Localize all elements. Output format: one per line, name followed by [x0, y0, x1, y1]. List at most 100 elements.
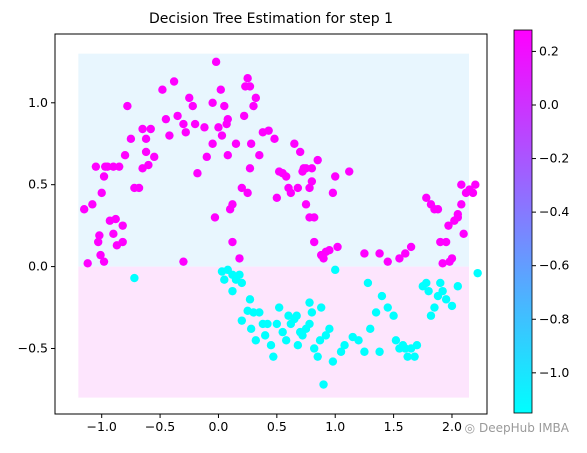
- scatter-point-series-2: [401, 344, 410, 353]
- data-points: [79, 57, 482, 389]
- scatter-point-series-1: [272, 193, 282, 202]
- scatter-point-series-1: [134, 183, 144, 193]
- scatter-point-series-1: [255, 151, 264, 160]
- scatter-point-series-1: [161, 114, 171, 124]
- scatter-point-series-2: [235, 270, 244, 279]
- scatter-point-series-1: [179, 257, 188, 266]
- scatter-point-series-2: [410, 352, 419, 361]
- scatter-point-series-1: [375, 249, 384, 258]
- scatter-point-series-2: [237, 278, 247, 288]
- scatter-point-series-2: [298, 331, 307, 340]
- scatter-point-series-1: [120, 151, 130, 160]
- scatter-point-series-1: [146, 124, 155, 134]
- scatter-point-series-2: [269, 352, 278, 361]
- scatter-point-series-1: [111, 214, 120, 224]
- scatter-point-series-1: [109, 162, 118, 171]
- scatter-point-series-1: [235, 254, 244, 263]
- scatter-point-series-1: [441, 237, 451, 247]
- scatter-point-series-2: [436, 278, 445, 288]
- scatter-point-series-1: [328, 188, 338, 198]
- colorbar-tick-label: −0.4: [539, 204, 569, 219]
- scatter-point-series-1: [210, 213, 220, 222]
- scatter-point-series-1: [200, 123, 209, 132]
- scatter-point-series-1: [158, 85, 167, 94]
- scatter-point-series-2: [305, 298, 314, 307]
- y-axis: −0.5 0.0 0.5 1.0: [18, 95, 55, 355]
- scatter-point-series-2: [130, 273, 139, 283]
- scatter-point-series-2: [325, 324, 334, 334]
- colorbar-tick-label: −0.8: [539, 311, 569, 326]
- scatter-point-series-1: [216, 85, 225, 94]
- scatter-point-series-1: [457, 200, 466, 209]
- scatter-point-series-1: [228, 237, 237, 247]
- colorbar-tick-label: −1.0: [539, 365, 569, 380]
- scatter-point-series-1: [99, 257, 109, 266]
- scatter-point-series-1: [223, 151, 232, 160]
- scatter-point-series-2: [331, 265, 340, 275]
- scatter-point-series-1: [319, 254, 328, 263]
- scatter-point-series-1: [126, 134, 136, 144]
- scatter-point-series-1: [83, 259, 92, 268]
- scatter-point-series-1: [459, 229, 468, 239]
- scatter-point-series-2: [336, 347, 346, 356]
- scatter-point-series-1: [97, 188, 106, 198]
- scatter-point-series-2: [441, 295, 451, 304]
- scatter-point-series-1: [99, 172, 109, 181]
- scatter-point-series-1: [181, 128, 190, 137]
- scatter-point-series-1: [249, 101, 258, 111]
- y-tick-label: 0.0: [28, 259, 48, 274]
- scatter-point-series-1: [383, 257, 392, 266]
- x-tick-label: 0.0: [209, 419, 229, 434]
- scatter-point-series-1: [144, 160, 153, 170]
- scatter-point-series-2: [272, 319, 282, 329]
- scatter-point-series-1: [150, 152, 159, 162]
- scatter-point-series-1: [173, 111, 182, 121]
- scatter-point-series-1: [211, 57, 221, 67]
- scatter-point-series-1: [401, 249, 410, 258]
- scatter-point-series-1: [313, 155, 322, 165]
- scatter-point-series-1: [301, 200, 311, 209]
- scatter-point-series-1: [179, 119, 188, 129]
- scatter-point-series-1: [118, 221, 127, 230]
- scatter-point-series-1: [237, 183, 247, 193]
- scatter-point-series-1: [290, 139, 299, 148]
- scatter-point-series-2: [389, 311, 398, 320]
- scatter-point-series-2: [319, 380, 328, 389]
- scatter-point-series-1: [325, 246, 334, 255]
- scatter-point-series-2: [237, 316, 247, 325]
- scatter-point-series-2: [220, 275, 229, 284]
- scatter-point-series-1: [231, 139, 241, 148]
- watermark: ◎ DeepHub IMBA: [465, 421, 569, 435]
- scatter-point-series-1: [295, 147, 305, 157]
- scatter-point-series-1: [310, 237, 319, 247]
- scatter-point-series-2: [245, 295, 255, 304]
- scatter-point-series-1: [208, 98, 217, 107]
- scatter-point-series-2: [424, 286, 433, 296]
- scatter-point-series-1: [305, 183, 314, 193]
- scatter-point-series-2: [426, 311, 436, 320]
- scatter-point-series-1: [436, 237, 445, 247]
- scatter-point-series-1: [422, 193, 431, 202]
- scatter-point-series-2: [375, 347, 384, 356]
- watermark-text: DeepHub IMBA: [478, 421, 569, 435]
- colorbar: 0.2 0.0 −0.2 −0.4 −0.6 −0.8 −1.0: [513, 29, 569, 414]
- colorbar-tick-label: 0.2: [539, 43, 559, 58]
- x-axis: −1.0 −0.5 0.0 0.5 1.0 1.5 2.0: [87, 414, 462, 434]
- scatter-point-series-1: [169, 77, 179, 86]
- scatter-point-series-2: [328, 357, 338, 366]
- scatter-point-series-1: [88, 200, 97, 209]
- scatter-point-series-2: [315, 336, 325, 345]
- scatter-point-series-1: [228, 200, 237, 209]
- scatter-point-series-2: [246, 324, 256, 334]
- scatter-point-series-2: [260, 331, 270, 340]
- scatter-point-series-1: [345, 167, 354, 176]
- scatter-point-series-1: [447, 254, 457, 263]
- x-tick-label: 1.0: [325, 419, 345, 434]
- scatter-point-series-2: [391, 336, 401, 345]
- scatter-point-series-2: [377, 291, 387, 301]
- colorbar-tick-label: −0.6: [539, 258, 569, 273]
- scatter-point-series-1: [468, 188, 478, 198]
- y-tick-label: −0.5: [18, 340, 48, 355]
